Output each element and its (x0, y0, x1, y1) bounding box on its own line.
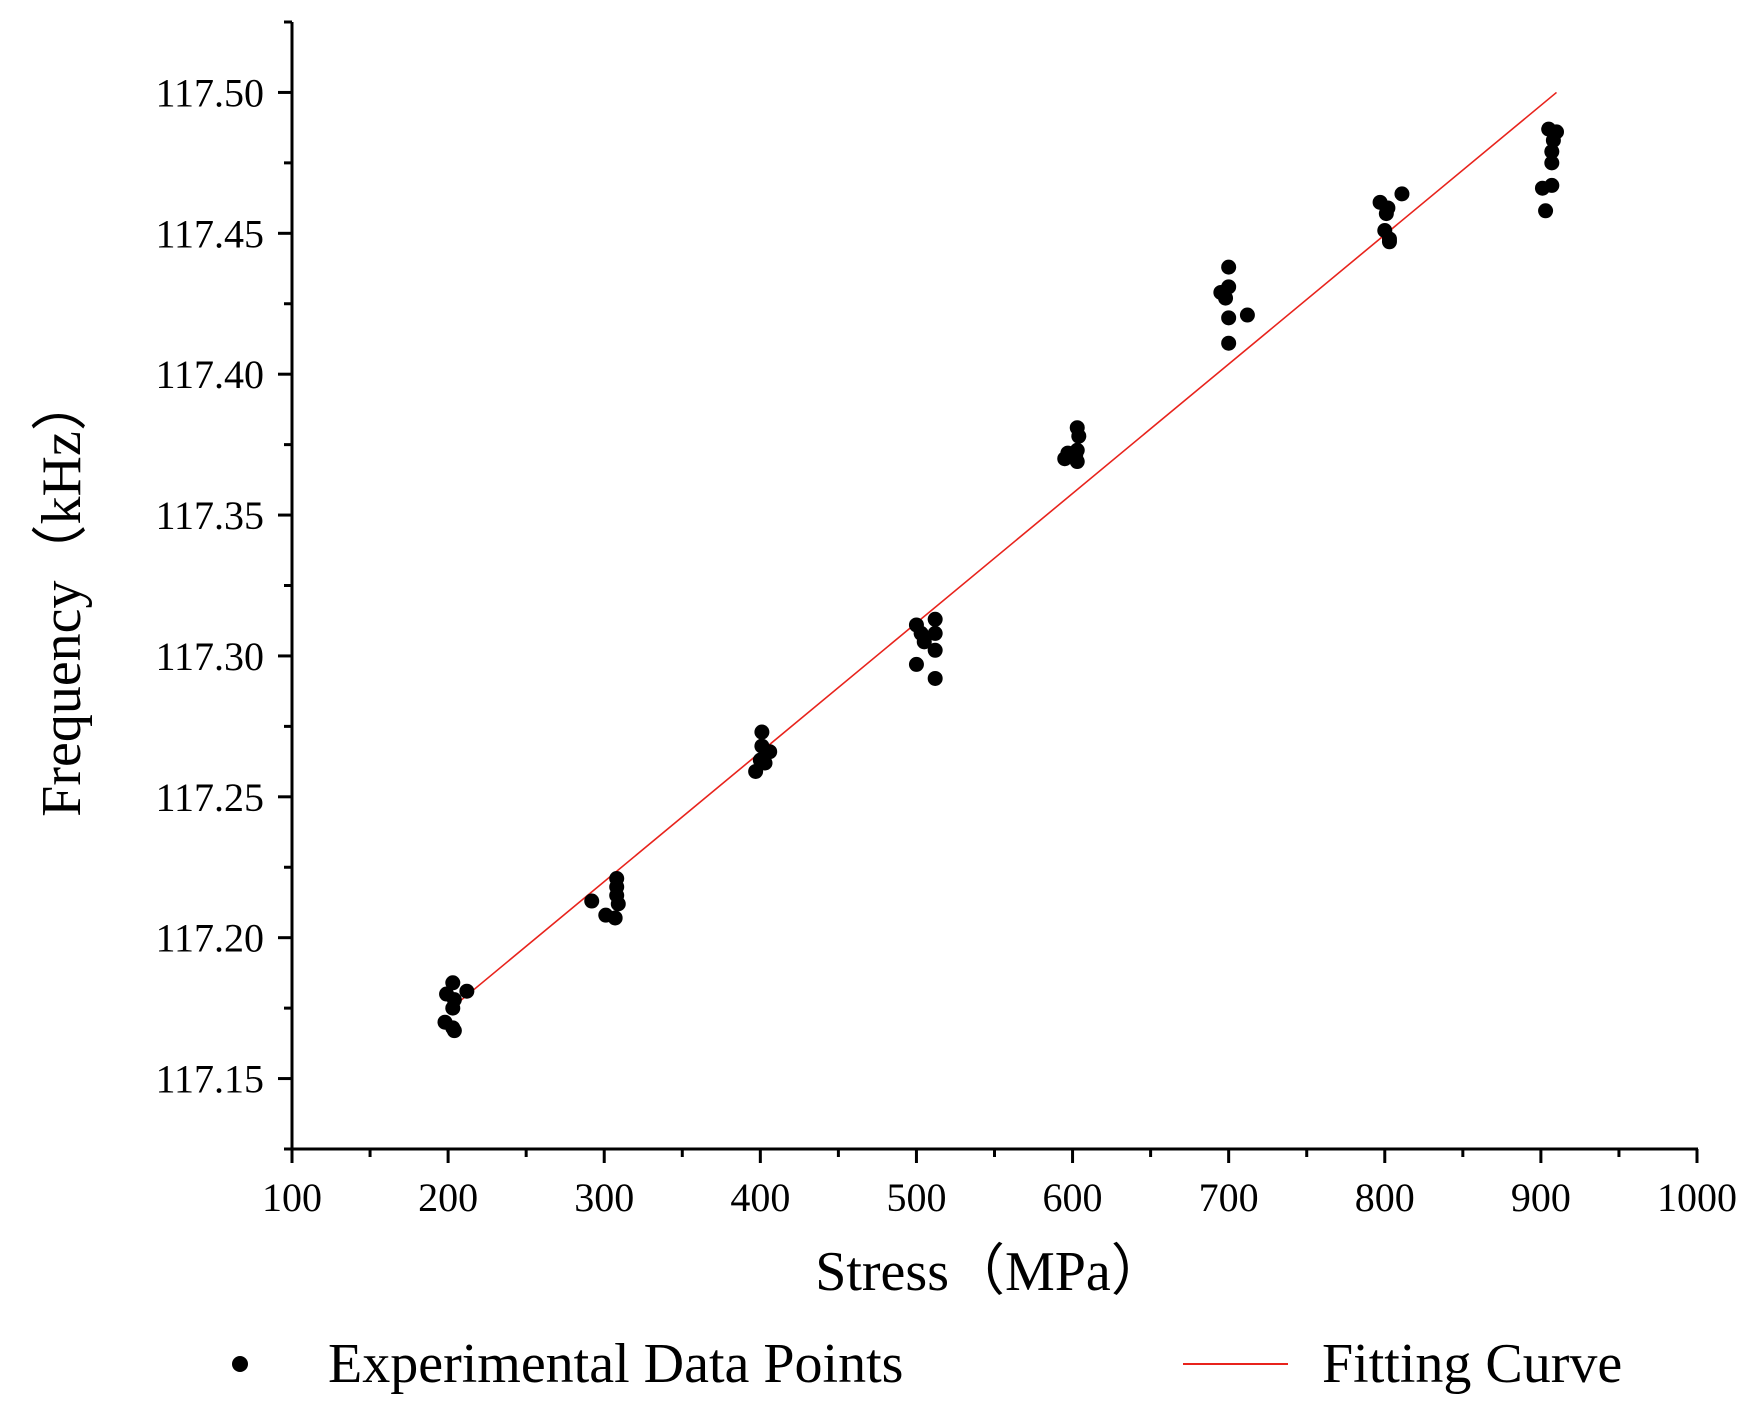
y-tick-label: 117.45 (155, 211, 264, 256)
y-tick-label: 117.50 (155, 70, 264, 115)
legend: Experimental Data Points Fitting Curve (232, 1333, 1622, 1395)
data-point (1544, 177, 1560, 193)
data-points-layer (437, 121, 1564, 1039)
data-point (927, 611, 943, 627)
data-point (762, 744, 778, 760)
x-tick-label: 100 (262, 1175, 322, 1220)
data-point (757, 755, 773, 771)
data-point (1221, 335, 1237, 351)
x-axis-title: Stress（MPa） (815, 1241, 1167, 1303)
data-point (1221, 279, 1237, 295)
x-tick-label: 200 (418, 1175, 478, 1220)
x-tick-label: 800 (1355, 1175, 1415, 1220)
data-point (754, 724, 770, 740)
data-point (1218, 290, 1234, 306)
fitting-curve-layer (447, 91, 1558, 1012)
data-point (1549, 124, 1564, 140)
y-ticks: 117.15 117.20 117.25 117.30 117.35 117.40 117.… (155, 20, 292, 1151)
data-point (584, 893, 600, 909)
y-tick-label: 117.35 (155, 493, 264, 538)
data-point (1544, 144, 1560, 160)
fitting-curve-line (447, 91, 1558, 1012)
data-point (927, 642, 943, 658)
x-ticks: 100 200 300 400 500 600 700 800 900 1000 (262, 1149, 1737, 1220)
data-point (1071, 428, 1087, 444)
data-point (445, 975, 461, 991)
y-tick-label: 117.40 (155, 352, 264, 397)
x-tick-label: 400 (730, 1175, 790, 1220)
x-tick-label: 700 (1199, 1175, 1259, 1220)
data-point (1239, 307, 1255, 323)
y-tick-label: 117.15 (155, 1057, 264, 1102)
x-tick-label: 900 (1511, 1175, 1571, 1220)
data-point (1544, 155, 1560, 171)
data-point (445, 1020, 461, 1036)
data-point (1394, 186, 1410, 202)
data-point (1538, 203, 1554, 219)
data-point (916, 634, 932, 650)
x-tick-label: 300 (574, 1175, 634, 1220)
x-tick-label: 500 (886, 1175, 946, 1220)
data-point (1221, 310, 1237, 326)
legend-label-experimental: Experimental Data Points (328, 1333, 903, 1395)
data-point (927, 625, 943, 641)
y-tick-label: 117.20 (155, 916, 264, 961)
data-point (459, 983, 475, 999)
legend-label-fitting: Fitting Curve (1322, 1333, 1622, 1395)
data-point (607, 910, 623, 926)
y-tick-label: 117.25 (155, 775, 264, 820)
y-tick-label: 117.30 (155, 634, 264, 679)
axes: 100 200 300 400 500 600 700 800 900 1000 117.1511… (155, 20, 1737, 1220)
data-point (445, 1000, 461, 1016)
legend-marker-experimental (232, 1356, 248, 1372)
data-point (1381, 234, 1397, 250)
data-point (927, 670, 943, 686)
x-tick-label: 1000 (1657, 1175, 1737, 1220)
data-point (1378, 206, 1394, 222)
y-axis-title: Frequency（kHz） (31, 375, 93, 817)
data-point (1221, 259, 1237, 275)
data-point (908, 656, 924, 672)
data-point (610, 896, 626, 912)
x-tick-label: 600 (1043, 1175, 1103, 1220)
data-point (1069, 454, 1085, 470)
